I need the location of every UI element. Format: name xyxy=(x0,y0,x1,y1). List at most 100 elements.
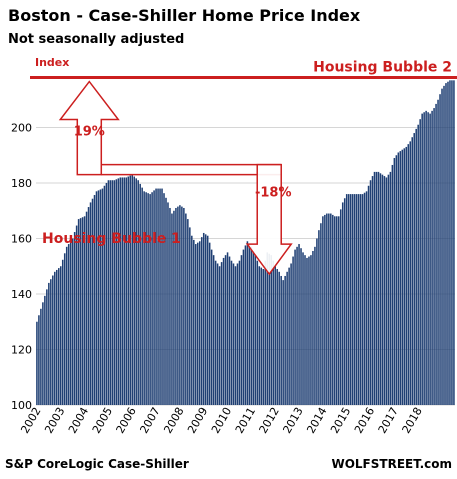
bar xyxy=(328,213,330,405)
bar xyxy=(155,188,157,405)
bar xyxy=(409,141,412,405)
bar xyxy=(105,183,108,405)
bar xyxy=(286,271,288,405)
bar xyxy=(169,207,171,405)
bar xyxy=(260,267,263,405)
bar xyxy=(52,275,54,405)
bar xyxy=(349,194,352,405)
bar xyxy=(296,246,298,405)
bar xyxy=(359,194,362,405)
bar xyxy=(63,253,66,405)
bar xyxy=(320,223,322,405)
bar xyxy=(377,171,380,405)
bar xyxy=(214,260,217,405)
bar xyxy=(191,235,193,405)
bar xyxy=(357,194,360,405)
bar xyxy=(405,146,408,406)
bar xyxy=(40,308,42,405)
bar xyxy=(38,315,40,405)
bar xyxy=(326,213,328,405)
credit-label: WOLFSTREET.com xyxy=(331,457,452,471)
bar xyxy=(107,180,110,405)
bar xyxy=(304,255,306,405)
bar xyxy=(95,191,98,405)
bar xyxy=(220,262,223,405)
bar xyxy=(439,94,441,405)
bar xyxy=(355,194,358,405)
bar xyxy=(236,263,239,405)
bar xyxy=(121,177,124,405)
bar xyxy=(441,88,443,406)
bar xyxy=(83,216,86,405)
bar xyxy=(85,211,88,405)
bar xyxy=(87,207,90,405)
bar xyxy=(383,176,386,405)
bar xyxy=(415,128,417,405)
bar xyxy=(334,216,336,405)
bar xyxy=(274,266,276,405)
bar xyxy=(322,216,324,405)
housing-bubble-2-label: Housing Bubble 2 xyxy=(313,60,452,76)
y-tick-labels: 100 120 140 160 180 200 xyxy=(11,122,32,413)
bar xyxy=(224,255,227,405)
bar xyxy=(77,219,80,405)
x-tick-labels: 2002200320042005200620072008200920102011… xyxy=(18,405,425,436)
bar xyxy=(139,183,141,405)
bar xyxy=(399,151,402,405)
decline-percent-label: -18% xyxy=(255,186,292,201)
bar xyxy=(46,289,48,405)
bar xyxy=(61,259,64,405)
bar xyxy=(119,177,122,405)
bar xyxy=(202,232,205,405)
bar xyxy=(341,202,344,405)
bar xyxy=(141,187,143,405)
bar xyxy=(343,198,346,405)
bar xyxy=(411,137,413,405)
bar xyxy=(401,149,404,405)
bar xyxy=(266,252,269,405)
bar xyxy=(173,210,175,405)
chart-title: Boston - Case-Shiller Home Price Index xyxy=(8,6,361,25)
increase-arrow xyxy=(58,80,120,176)
bars xyxy=(36,80,455,406)
bar xyxy=(73,232,76,405)
bar xyxy=(292,256,294,405)
bar xyxy=(379,173,382,405)
bar xyxy=(91,198,94,405)
bar xyxy=(264,260,267,405)
bar xyxy=(254,255,257,405)
bar xyxy=(268,253,271,405)
bar xyxy=(187,219,189,405)
bar xyxy=(371,176,374,405)
bar xyxy=(306,257,308,405)
bar xyxy=(198,241,201,405)
bar xyxy=(240,255,243,405)
bar xyxy=(65,246,68,405)
bar xyxy=(177,206,179,405)
bar xyxy=(135,178,137,405)
bar xyxy=(125,177,128,405)
bar xyxy=(345,194,348,405)
bar xyxy=(163,193,165,405)
bar xyxy=(431,110,433,405)
bar xyxy=(443,85,445,405)
bar xyxy=(437,99,439,405)
bar xyxy=(413,133,415,406)
bar xyxy=(284,275,286,405)
bar xyxy=(127,176,130,405)
bar xyxy=(56,269,58,405)
bar xyxy=(419,119,421,406)
bar xyxy=(171,213,173,405)
bar xyxy=(367,185,370,405)
bar xyxy=(300,248,302,405)
y-tick-label: 100 xyxy=(11,399,32,412)
bar xyxy=(332,214,334,405)
chart-subtitle: Not seasonally adjusted xyxy=(8,32,184,47)
bar xyxy=(244,245,247,405)
bar xyxy=(242,249,245,405)
bar xyxy=(353,194,356,405)
bar xyxy=(200,237,203,405)
bar xyxy=(93,195,96,405)
